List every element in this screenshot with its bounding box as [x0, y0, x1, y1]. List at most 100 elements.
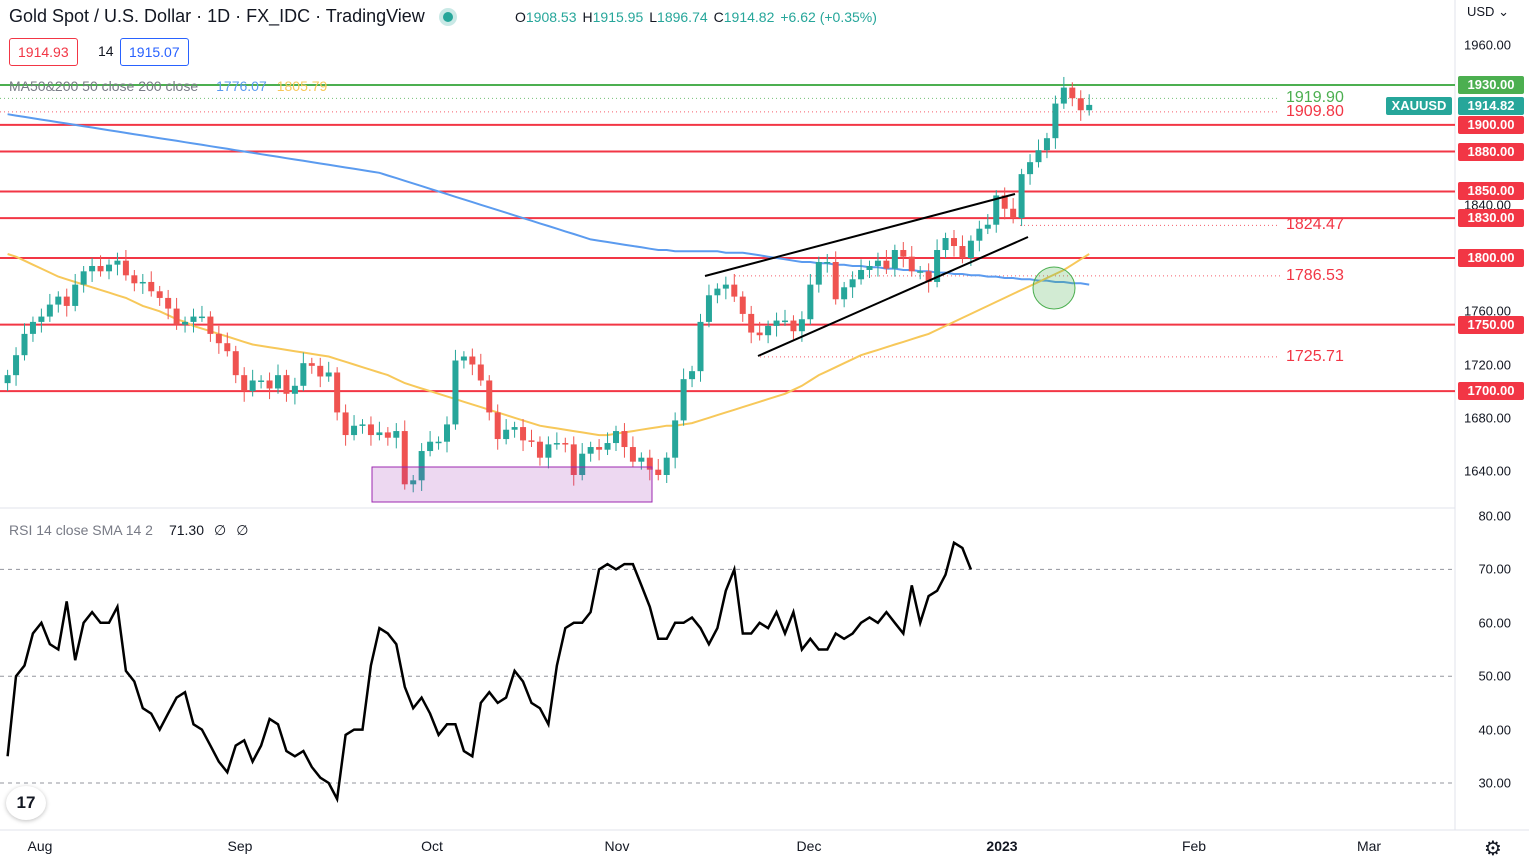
change-value: +6.62 (+0.35%) — [780, 9, 877, 25]
candle-body — [503, 429, 510, 440]
candle-body — [1043, 138, 1050, 151]
candle-body — [680, 379, 687, 421]
wedge-lower-line — [757, 236, 1029, 357]
sell-button[interactable]: 1914.93 — [9, 38, 78, 66]
level-price-tag: 1800.00 — [1458, 249, 1524, 267]
candle-body — [300, 363, 307, 386]
candle-body — [460, 356, 467, 361]
symbol-tag: XAUUSD — [1386, 97, 1452, 115]
candle-body — [942, 238, 949, 251]
candle-body — [334, 372, 341, 413]
level-price-tag: 1930.00 — [1458, 75, 1524, 94]
candle-body — [1001, 195, 1008, 209]
candle-body — [89, 265, 96, 272]
candle-body — [587, 447, 594, 454]
level-price-tag: 1900.00 — [1458, 115, 1524, 134]
tradingview-logo-icon[interactable]: 17 — [6, 786, 46, 820]
candle-body — [756, 332, 763, 336]
level-price-tag: 1700.00 — [1458, 382, 1524, 401]
high-value: 1915.95 — [592, 9, 644, 25]
candle-body — [849, 279, 856, 288]
level-price-tag: 1830.00 — [1458, 209, 1524, 228]
candle-body — [435, 441, 442, 444]
candle-body — [80, 271, 87, 285]
candle-body — [773, 320, 780, 326]
candle-body — [46, 304, 53, 317]
ma-legend[interactable]: MA50&200 50 close 200 close 1776.07 1805.7… — [9, 78, 327, 94]
rsi-tick-label: 30.00 — [1478, 775, 1511, 791]
candle-body — [663, 457, 670, 475]
marked-level-label: 1919.90 — [1286, 89, 1344, 107]
candle-body — [722, 284, 729, 289]
settings-gear-icon[interactable]: ⚙ — [1484, 838, 1502, 860]
candle-body — [511, 427, 518, 430]
support-zone-box — [371, 466, 653, 503]
rsi-value: 71.30 — [168, 522, 205, 538]
candle-body — [139, 281, 146, 284]
candle-body — [249, 380, 256, 392]
candle-body — [841, 287, 848, 300]
buy-button[interactable]: 1915.07 — [120, 38, 189, 66]
candle-body — [317, 365, 324, 377]
candle-body — [832, 261, 839, 300]
candle-body — [697, 321, 704, 372]
y-tick-label: 1760.00 — [1464, 303, 1511, 319]
candle-body — [1077, 98, 1084, 111]
candle-body — [72, 284, 79, 306]
candle-body — [951, 238, 957, 247]
candle-body — [63, 296, 70, 306]
y-tick-label: 1960.00 — [1464, 37, 1511, 53]
rsi-tick-label: 70.00 — [1478, 561, 1511, 577]
candle-body — [959, 246, 966, 258]
candle-body — [731, 284, 738, 297]
candle-body — [494, 412, 501, 440]
candle-body — [993, 195, 1000, 225]
candle-body — [156, 291, 163, 298]
candle-body — [4, 375, 11, 384]
candle-body — [38, 316, 45, 322]
rsi-na-2: ∅ — [236, 522, 249, 538]
close-value: 1914.82 — [723, 9, 775, 25]
candle-body — [984, 224, 991, 229]
candle-body — [29, 321, 36, 334]
candle-body — [765, 325, 772, 336]
candle-body — [452, 360, 459, 425]
candle-body — [655, 469, 662, 475]
candle-body — [106, 264, 112, 272]
candle-body — [283, 375, 290, 394]
candle-body — [173, 308, 180, 325]
last-price-tag: 1914.82 — [1458, 97, 1524, 115]
candle-body — [258, 380, 265, 382]
candle-body — [215, 333, 222, 344]
candle-body — [520, 427, 527, 441]
marked-level-label: 1909.80 — [1286, 102, 1344, 120]
candle-body — [824, 261, 831, 264]
rsi-legend[interactable]: RSI 14 close SMA 14 2 71.30 ∅ ∅ — [9, 522, 248, 539]
candle-body — [536, 441, 543, 458]
candle-body — [638, 457, 645, 462]
candle-body — [232, 351, 239, 376]
candle-body — [97, 265, 104, 272]
candle-body — [528, 440, 535, 442]
candle-body — [714, 288, 721, 296]
level-price-tag: 1880.00 — [1458, 142, 1524, 161]
currency-selector[interactable]: USD ⌄ — [1467, 4, 1509, 20]
candle-body — [122, 260, 129, 276]
candle-body — [266, 380, 273, 389]
candle-body — [579, 453, 586, 475]
y-tick-label: 1640.00 — [1464, 463, 1511, 479]
candle-body — [359, 424, 366, 426]
candle-body — [1027, 162, 1034, 175]
x-tick-label: 2023 — [986, 838, 1018, 854]
candle-body — [739, 296, 746, 314]
open-label: O — [515, 9, 526, 25]
candle-body — [908, 256, 915, 272]
candle-body — [241, 375, 248, 392]
candle-body — [976, 228, 983, 241]
symbol-header[interactable]: Gold Spot / U.S. Dollar · 1D · FX_IDC · … — [9, 6, 467, 27]
candle-body — [427, 441, 434, 452]
candle-body — [469, 356, 476, 365]
open-value: 1908.53 — [525, 9, 577, 25]
rsi-na-1: ∅ — [214, 522, 227, 538]
